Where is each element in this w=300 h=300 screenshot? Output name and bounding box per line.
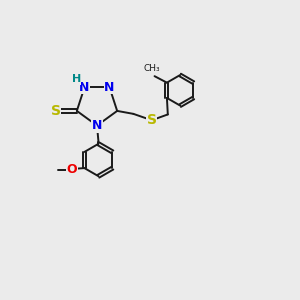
- Text: H: H: [72, 74, 81, 84]
- Text: N: N: [80, 81, 90, 94]
- Text: O: O: [67, 163, 77, 176]
- Text: N: N: [92, 119, 102, 132]
- Text: S: S: [51, 104, 61, 118]
- Text: CH₃: CH₃: [143, 64, 160, 73]
- Text: N: N: [104, 81, 115, 94]
- Text: S: S: [147, 113, 157, 127]
